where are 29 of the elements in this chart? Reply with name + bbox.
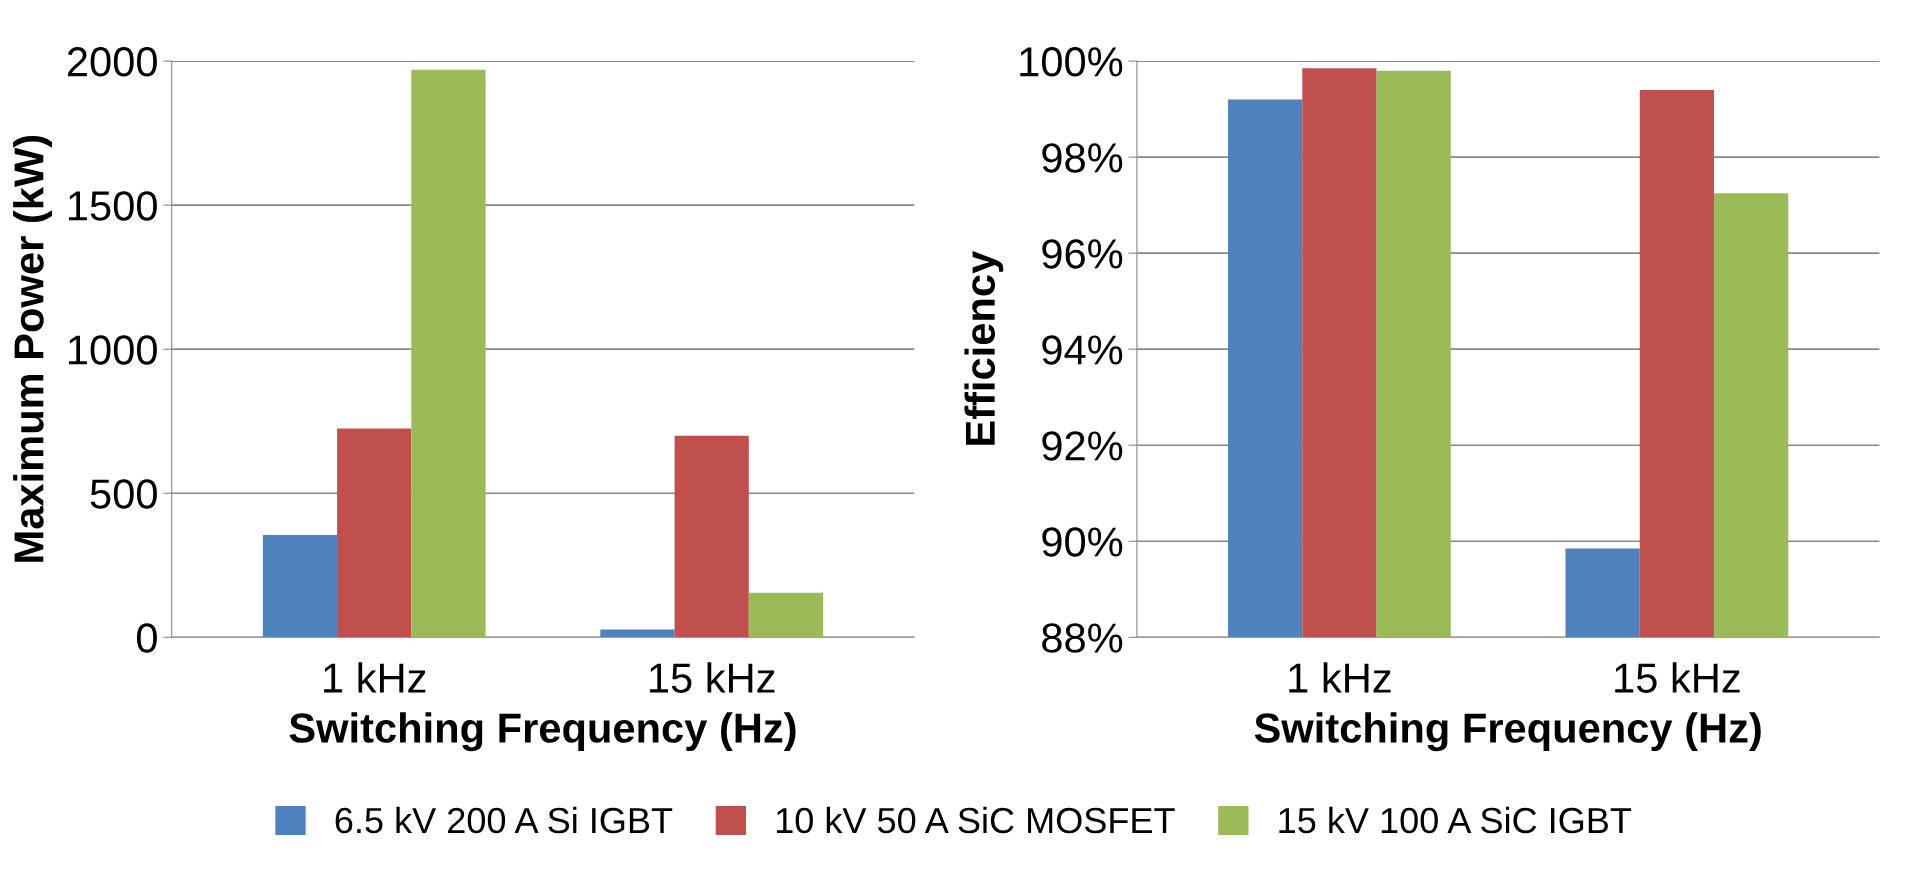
- y-tick-label: 100%: [1020, 47, 1123, 77]
- y-tick-label: 0: [136, 623, 157, 653]
- legend-label: 6.5 kV 200 A Si IGBT: [335, 806, 673, 834]
- x-axis-title: Switching Frequency (Hz): [289, 712, 796, 752]
- y-tick-label: 90%: [1042, 527, 1123, 557]
- bar: [600, 629, 675, 638]
- y-tick-label: 1000: [69, 335, 157, 365]
- y-tick-label: 500: [90, 479, 157, 509]
- y-tick-label: 1500: [69, 191, 157, 221]
- y-tick-label: 98%: [1042, 143, 1123, 173]
- x-tick-label: 15 kHz: [650, 662, 775, 693]
- bar: [337, 428, 412, 638]
- y-tick-label: 2000: [67, 47, 157, 77]
- bar: [411, 69, 486, 638]
- x-tick-label: 15 kHz: [1615, 662, 1740, 693]
- legend-label: 10 kV 50 A SiC MOSFET: [776, 806, 1175, 834]
- y-tick-label: 94%: [1042, 335, 1123, 365]
- y-axis-title: Maximum Power (kW): [13, 135, 52, 562]
- bar: [262, 535, 338, 638]
- y-tick-label: 92%: [1042, 431, 1123, 461]
- legend-label: 15 kV 100 A SiC IGBT: [1279, 806, 1632, 834]
- y-tick-label: 88%: [1042, 623, 1123, 653]
- x-axis-title: Switching Frequency (Hz): [1254, 712, 1761, 752]
- y-axis-title: Efficiency: [964, 251, 1004, 445]
- y-tick-label: 96%: [1042, 239, 1123, 269]
- x-tick-label: 1 kHz: [1289, 662, 1391, 693]
- x-tick-label: 1 kHz: [324, 662, 426, 693]
- bar: [674, 435, 749, 638]
- bar: [748, 592, 824, 638]
